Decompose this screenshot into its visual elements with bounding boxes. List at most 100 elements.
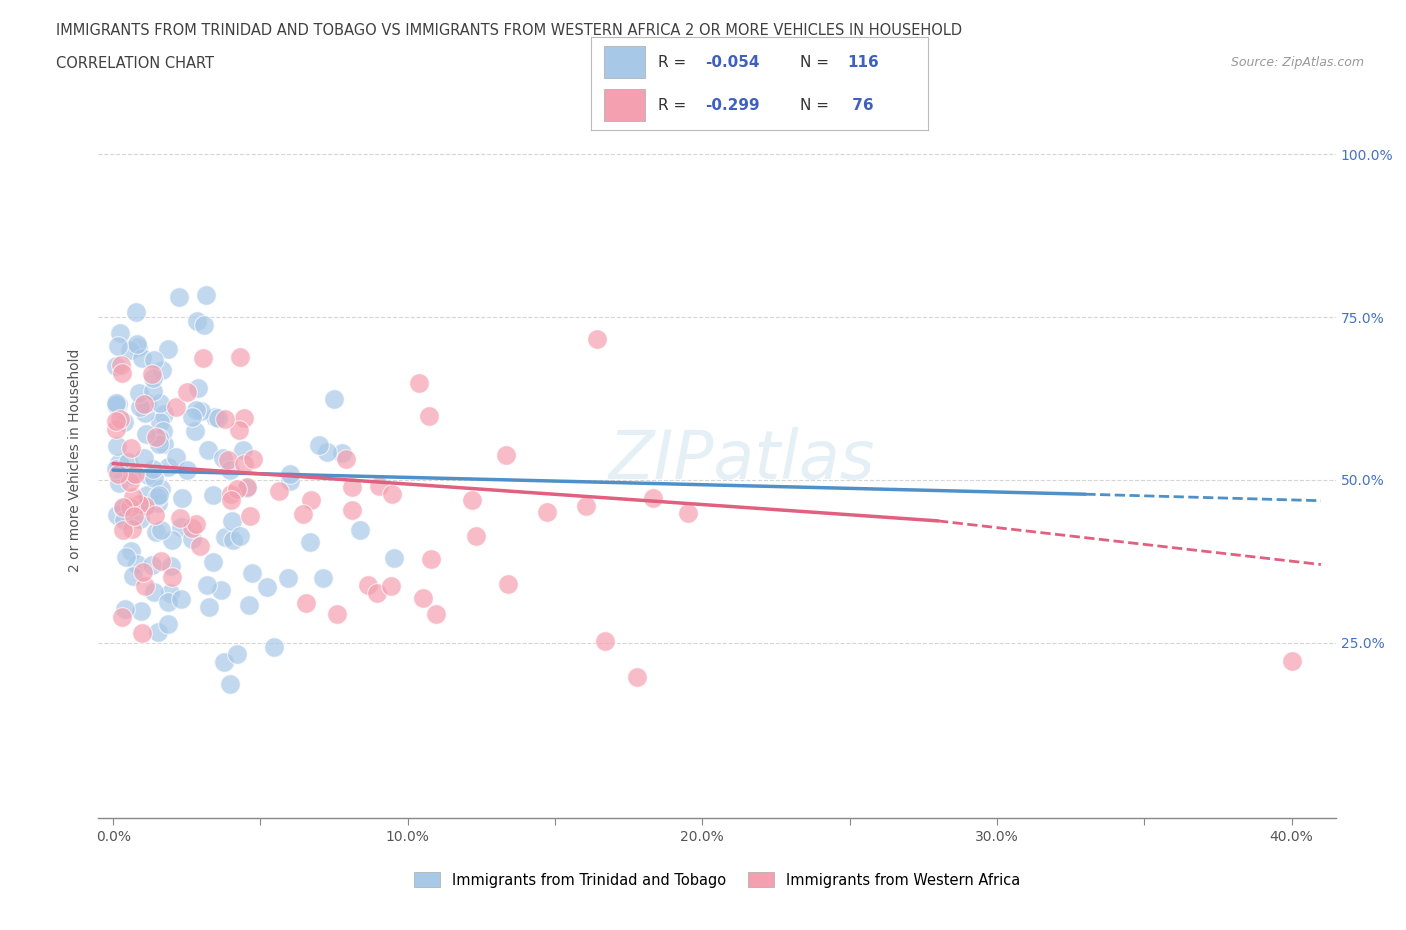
Point	[142, 470, 165, 485]
Point	[125, 556, 148, 571]
Point	[114, 602, 136, 617]
Y-axis label: 2 or more Vehicles in Household: 2 or more Vehicles in Household	[69, 349, 83, 572]
Point	[111, 609, 134, 624]
Point	[156, 617, 179, 631]
Point	[382, 550, 405, 565]
Point	[105, 395, 128, 410]
Point	[135, 427, 157, 442]
Point	[143, 507, 166, 522]
Point	[186, 313, 208, 328]
Point	[240, 565, 263, 580]
Point	[105, 359, 128, 374]
Point	[232, 443, 254, 458]
Point	[149, 482, 172, 497]
Text: ZIPatlas: ZIPatlas	[609, 428, 875, 493]
Point	[156, 594, 179, 609]
Point	[159, 586, 181, 601]
Point	[134, 579, 156, 594]
Point	[110, 358, 132, 373]
Point	[217, 453, 239, 468]
Point	[176, 385, 198, 400]
Point	[340, 479, 363, 494]
Text: R =: R =	[658, 55, 692, 70]
Point	[127, 339, 149, 354]
Point	[120, 543, 142, 558]
Point	[128, 497, 150, 512]
Point	[212, 450, 235, 465]
Point	[626, 670, 648, 684]
Point	[142, 461, 165, 476]
Point	[176, 463, 198, 478]
Text: -0.299: -0.299	[706, 98, 759, 113]
Point	[308, 438, 330, 453]
Point	[183, 424, 205, 439]
Legend: Immigrants from Trinidad and Tobago, Immigrants from Western Africa: Immigrants from Trinidad and Tobago, Imm…	[408, 867, 1026, 894]
Text: N =: N =	[800, 98, 834, 113]
Point	[323, 392, 346, 406]
Point	[122, 490, 145, 505]
Point	[180, 521, 202, 536]
Point	[107, 476, 129, 491]
Point	[136, 395, 159, 410]
Point	[135, 488, 157, 503]
Point	[145, 525, 167, 539]
Point	[585, 331, 607, 346]
Point	[242, 451, 264, 466]
Point	[150, 553, 173, 568]
Point	[152, 424, 174, 439]
Point	[121, 468, 143, 483]
Text: Source: ZipAtlas.com: Source: ZipAtlas.com	[1230, 56, 1364, 69]
Point	[536, 505, 558, 520]
Point	[228, 422, 250, 437]
Point	[115, 550, 138, 565]
Point	[219, 493, 242, 508]
Point	[143, 352, 166, 367]
Point	[368, 478, 391, 493]
Point	[238, 598, 260, 613]
Point	[131, 626, 153, 641]
Point	[120, 475, 142, 490]
Point	[201, 554, 224, 569]
Point	[236, 480, 259, 495]
Point	[131, 350, 153, 365]
Point	[128, 385, 150, 400]
Point	[408, 376, 430, 391]
Point	[263, 640, 285, 655]
Point	[122, 509, 145, 524]
FancyBboxPatch shape	[605, 46, 644, 78]
Text: N =: N =	[800, 55, 834, 70]
Point	[235, 479, 257, 494]
Point	[325, 607, 347, 622]
Point	[112, 512, 135, 527]
Point	[418, 409, 440, 424]
Point	[277, 570, 299, 585]
Point	[124, 466, 146, 481]
Point	[107, 467, 129, 482]
Point	[357, 578, 380, 592]
Point	[496, 577, 519, 591]
Point	[125, 336, 148, 351]
Text: CORRELATION CHART: CORRELATION CHART	[56, 56, 214, 71]
Point	[190, 403, 212, 418]
Point	[229, 350, 252, 365]
Point	[105, 508, 128, 523]
Point	[1281, 654, 1303, 669]
Point	[214, 529, 236, 544]
Point	[148, 430, 170, 445]
Point	[150, 363, 173, 378]
Point	[239, 509, 262, 524]
Point	[593, 633, 616, 648]
Point	[159, 558, 181, 573]
Point	[295, 595, 318, 610]
Point	[191, 351, 214, 365]
Point	[461, 492, 484, 507]
Point	[380, 486, 402, 501]
Point	[165, 400, 187, 415]
Point	[118, 343, 141, 358]
Point	[108, 412, 131, 427]
Point	[117, 454, 139, 469]
Point	[184, 517, 207, 532]
Point	[225, 646, 247, 661]
Text: 116: 116	[846, 55, 879, 70]
Point	[495, 447, 517, 462]
